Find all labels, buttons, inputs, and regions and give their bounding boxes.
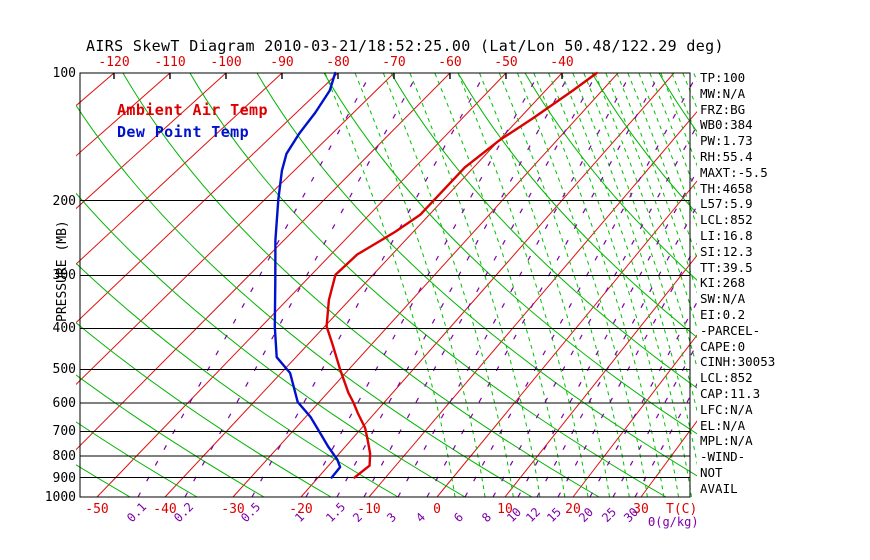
sounding-stats-panel: TP:100 MW:N/A FRZ:BG WB0:384 PW:1.73 RH:55.4 M… xyxy=(700,70,775,497)
top-temp-tick-label: -120 xyxy=(98,55,130,70)
bottom-temp-tick-label: -30 xyxy=(221,502,245,517)
stats-line: WB0:384 xyxy=(700,117,753,133)
bottom-temp-tick-label: -50 xyxy=(85,502,109,517)
stats-line: PW:1.73 xyxy=(700,133,753,149)
stats-line: NOT xyxy=(700,464,723,480)
stats-line: LI:16.8 xyxy=(700,227,753,243)
top-temp-tick-label: -50 xyxy=(494,55,518,70)
legend-ambient-air-temp: Ambient Air Temp xyxy=(117,101,268,119)
bottom-temp-tick-label: 0 xyxy=(433,502,441,517)
stats-line: CINH:30053 xyxy=(700,354,776,370)
pressure-tick-label: 300 xyxy=(52,268,76,284)
top-temp-tick-label: -110 xyxy=(154,55,186,70)
pressure-tick-label: 1000 xyxy=(44,490,76,505)
stats-line: L57:5.9 xyxy=(700,196,753,212)
bottom-temp-tick-label: 10 xyxy=(497,502,513,517)
stats-line: CAPE:0 xyxy=(700,338,746,354)
top-temp-tick-label: -60 xyxy=(438,55,462,70)
stats-line: LCL:852 xyxy=(700,212,753,228)
stats-line: KI:268 xyxy=(700,275,746,291)
top-temp-tick-label: -100 xyxy=(210,55,242,70)
stats-line: MAXT:-5.5 xyxy=(700,164,768,180)
stats-line: -WIND- xyxy=(700,449,746,465)
pressure-tick-label: 800 xyxy=(52,448,76,464)
stats-line: TT:39.5 xyxy=(700,259,753,275)
stats-line: SW:N/A xyxy=(700,291,746,307)
bottom-temp-tick-label: 30 xyxy=(633,502,649,517)
stats-line: FRZ:BG xyxy=(700,101,746,117)
top-temp-tick-label: -70 xyxy=(382,55,406,70)
stats-line: LFC:N/A xyxy=(700,401,753,417)
chart-title: AIRS SkewT Diagram 2010-03-21/18:52:25.0… xyxy=(86,37,724,55)
top-temp-tick-label: -40 xyxy=(550,55,574,70)
top-temp-tick-label: -90 xyxy=(270,55,294,70)
mixing-ratio-unit-label: Θ(g/kg) xyxy=(648,515,699,529)
pressure-tick-label: 500 xyxy=(52,362,76,378)
stats-line: AVAIL xyxy=(700,480,738,496)
bottom-temp-tick-label: -40 xyxy=(153,502,177,517)
stats-line: EI:0.2 xyxy=(700,306,746,322)
pressure-axis-label: PRESSURE (MB) xyxy=(55,220,70,322)
pressure-tick-label: 200 xyxy=(52,193,76,209)
pressure-tick-label: 700 xyxy=(52,424,76,440)
stats-line: TP:100 xyxy=(700,70,746,85)
legend-dew-point-temp: Dew Point Temp xyxy=(117,123,250,141)
stats-line: EL:N/A xyxy=(700,417,746,433)
stats-line: LCL:852 xyxy=(700,370,753,386)
stats-line: MPL:N/A xyxy=(700,433,753,449)
bottom-temp-tick-label: -20 xyxy=(289,502,313,517)
top-temp-tick-label: -80 xyxy=(326,55,350,70)
temperature-unit-label: T(C) xyxy=(666,502,698,517)
bottom-temp-tick-label: 20 xyxy=(565,502,581,517)
stats-line: CAP:11.3 xyxy=(700,385,761,401)
pressure-tick-label: 100 xyxy=(52,66,76,81)
stats-line: TH:4658 xyxy=(700,180,753,196)
pressure-tick-label: 400 xyxy=(52,321,76,337)
bottom-temp-tick-label: -10 xyxy=(357,502,381,517)
pressure-tick-label: 600 xyxy=(52,395,76,411)
stats-line: RH:55.4 xyxy=(700,148,753,164)
stats-line: MW:N/A xyxy=(700,85,746,101)
pressure-tick-label: 900 xyxy=(52,470,76,486)
stats-line: -PARCEL- xyxy=(700,322,761,338)
stats-line: SI:12.3 xyxy=(700,243,753,259)
